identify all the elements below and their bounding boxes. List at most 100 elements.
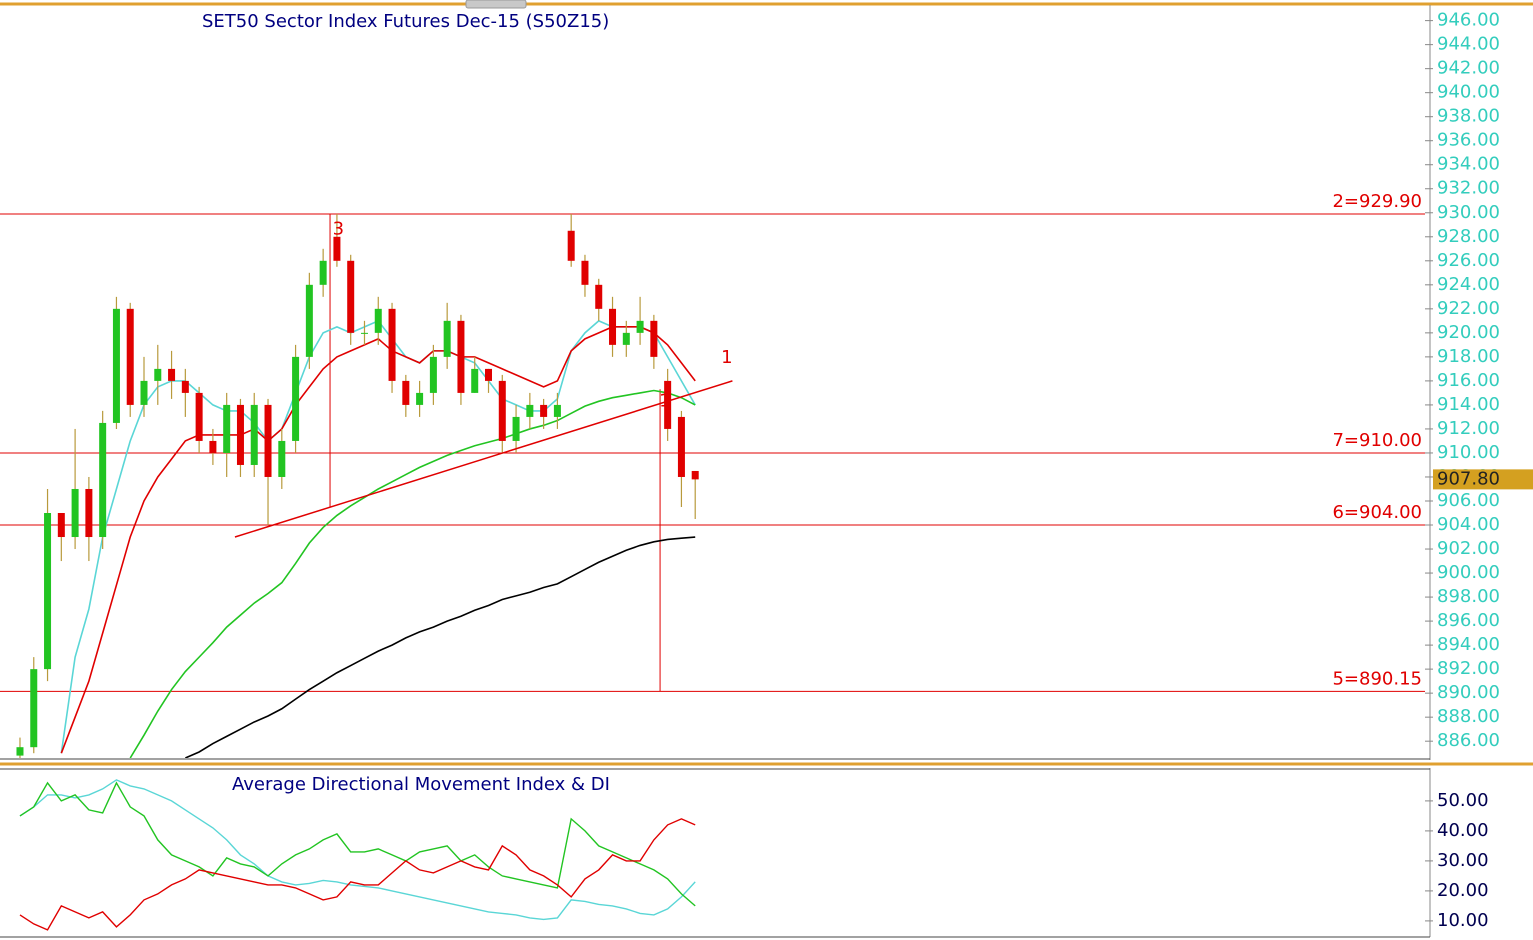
indicator-line [19, 779, 696, 921]
candle-body [44, 513, 52, 670]
trendline [234, 380, 733, 538]
candle-body [374, 308, 382, 333]
y-tick-label: 946.00 [1437, 10, 1500, 31]
indicator-line [19, 781, 696, 907]
candle-body [347, 260, 355, 333]
candle-body [85, 488, 93, 538]
y-tick-label: 890.00 [1437, 682, 1500, 703]
candle-body [99, 422, 107, 538]
candle-body [264, 404, 272, 477]
candle-body [512, 416, 520, 441]
candle-body [457, 320, 465, 393]
candle-body [485, 368, 493, 381]
y-tick-label: 926.00 [1437, 250, 1500, 271]
level-label: 2=929.90 [1332, 191, 1422, 212]
candle-body [154, 368, 162, 381]
level-label: 6=904.00 [1332, 502, 1422, 523]
candle-body [567, 230, 575, 261]
candle-body [416, 392, 424, 405]
candle-body [526, 404, 534, 417]
axes: SET50 Sector Index Futures Dec-15 (S50Z1… [202, 10, 1533, 931]
candle-body [581, 260, 589, 285]
last-price-label: 907.80 [1437, 468, 1500, 489]
y-tick-label: 940.00 [1437, 82, 1500, 103]
candle-body [333, 236, 341, 261]
candle-body [236, 404, 244, 465]
candle-body [691, 470, 699, 480]
y-tick-label: 912.00 [1437, 418, 1500, 439]
y-tick-label: 924.00 [1437, 274, 1500, 295]
candle-body [664, 380, 672, 429]
last-price-box [1433, 469, 1533, 490]
y-tick-label: 20.00 [1437, 880, 1489, 901]
panel-title: SET50 Sector Index Futures Dec-15 (S50Z1… [202, 11, 609, 32]
y-tick-label: 900.00 [1437, 562, 1500, 583]
marker-label: 3 [333, 219, 344, 240]
candle-body [209, 440, 217, 453]
price-panel [0, 213, 1425, 758]
candle-body [677, 416, 685, 477]
candle-body [30, 669, 38, 748]
candle-body [278, 440, 286, 477]
candle-body [636, 320, 644, 333]
marker-label: 1 [721, 347, 732, 368]
candle-body [498, 380, 506, 441]
y-tick-label: 898.00 [1437, 586, 1500, 607]
indicator-line [19, 818, 696, 931]
candle-body [553, 404, 561, 417]
candle-body [540, 404, 548, 417]
moving-average [129, 389, 696, 758]
candle-body [181, 380, 189, 393]
candle-body [112, 308, 120, 423]
y-tick-label: 930.00 [1437, 202, 1500, 223]
candle-body [195, 392, 203, 441]
candle-body [57, 513, 65, 538]
candle-body [360, 332, 368, 334]
candle-body [471, 368, 479, 393]
candle-body [609, 308, 617, 345]
candle-body [388, 308, 396, 381]
candle-body [140, 380, 148, 405]
candle-body [402, 380, 410, 405]
candle-body [429, 356, 437, 393]
panel-title: Average Directional Movement Index & DI [232, 774, 610, 795]
candle-body [622, 332, 630, 345]
y-tick-label: 40.00 [1437, 820, 1489, 841]
adx-panel [19, 779, 696, 931]
scroll-handle[interactable] [465, 0, 527, 9]
y-tick-label: 932.00 [1437, 178, 1500, 199]
y-tick-label: 934.00 [1437, 154, 1500, 175]
y-tick-label: 904.00 [1437, 514, 1500, 535]
candle-body [443, 320, 451, 357]
y-tick-label: 892.00 [1437, 658, 1500, 679]
candle-body [16, 747, 24, 756]
level-label: 7=910.00 [1332, 430, 1422, 451]
y-tick-label: 894.00 [1437, 634, 1500, 655]
y-tick-label: 914.00 [1437, 394, 1500, 415]
y-tick-label: 10.00 [1437, 910, 1489, 931]
y-tick-label: 896.00 [1437, 610, 1500, 631]
y-tick-label: 942.00 [1437, 58, 1500, 79]
y-tick-label: 886.00 [1437, 730, 1500, 751]
y-tick-label: 916.00 [1437, 370, 1500, 391]
y-tick-label: 50.00 [1437, 790, 1489, 811]
candle-body [650, 320, 658, 357]
candle-body [223, 404, 231, 453]
y-tick-label: 910.00 [1437, 442, 1500, 463]
y-tick-label: 936.00 [1437, 130, 1500, 151]
level-label: 5=890.15 [1332, 668, 1422, 689]
candle-body [319, 260, 327, 285]
y-tick-label: 30.00 [1437, 850, 1489, 871]
y-tick-label: 906.00 [1437, 490, 1500, 511]
y-tick-label: 918.00 [1437, 346, 1500, 367]
candle-body [305, 284, 313, 357]
y-tick-label: 902.00 [1437, 538, 1500, 559]
y-tick-label: 888.00 [1437, 706, 1500, 727]
candle-body [595, 284, 603, 309]
y-tick-label: 920.00 [1437, 322, 1500, 343]
candle-body [250, 404, 258, 465]
candle-body [126, 308, 134, 405]
